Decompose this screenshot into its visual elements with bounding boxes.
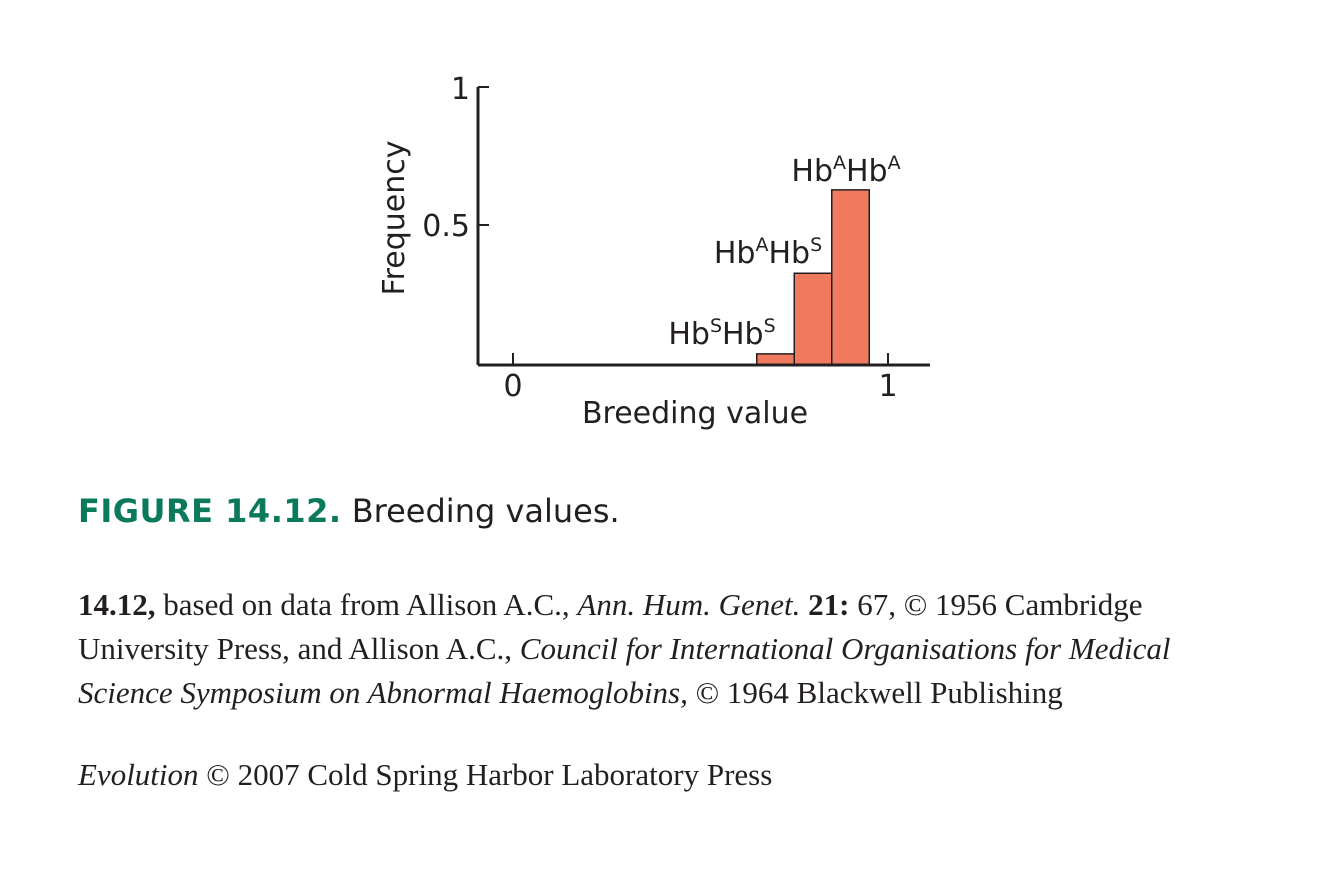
bar-hbahba <box>831 189 870 366</box>
footer-book-title: Evolution <box>78 757 199 792</box>
bar-label-hbahbs: HbAHbS <box>714 234 822 271</box>
credit-journal: Ann. Hum. Genet. <box>577 587 801 622</box>
credit-text-2: 67, © 1956 Cambridge University Press, a… <box>78 587 1143 666</box>
x-axis-label: Breeding value <box>582 396 808 431</box>
bar-hbshbs <box>756 353 795 366</box>
copyright-footer: Evolution © 2007 Cold Spring Harbor Labo… <box>78 757 772 793</box>
bar-label-hbahba: HbAHbA <box>791 152 900 189</box>
credit-symposium: Council for International Organisations … <box>78 631 1171 710</box>
figure-credits: 14.12, based on data from Allison A.C., … <box>78 583 1258 715</box>
figure-label: FIGURE 14.12. <box>78 492 342 530</box>
figure-caption: FIGURE 14.12. Breeding values. <box>78 492 620 530</box>
bar-label-hbshbs: HbSHbS <box>668 315 775 352</box>
x-tick-label-1: 1 <box>878 369 897 404</box>
bars-layer <box>756 189 870 366</box>
credit-text-3: © 1964 Blackwell Publishing <box>687 675 1063 710</box>
bar-hbahbs <box>793 272 833 366</box>
y-tick-label-1: 1 <box>451 72 470 107</box>
chart: 1 0.5 0 1 Breeding value Frequency HbSHb… <box>377 72 930 431</box>
figure-title: Breeding values. <box>351 492 620 530</box>
y-axis-label: Frequency <box>377 141 412 296</box>
x-tick-label-0: 0 <box>503 369 522 404</box>
credit-text-1: based on data from Allison A.C., <box>155 587 578 622</box>
y-tick-label-05: 0.5 <box>422 209 470 244</box>
footer-text: © 2007 Cold Spring Harbor Laboratory Pre… <box>198 757 773 792</box>
credit-volume: 21: <box>800 587 850 622</box>
credit-figure-number: 14.12, <box>78 587 156 622</box>
